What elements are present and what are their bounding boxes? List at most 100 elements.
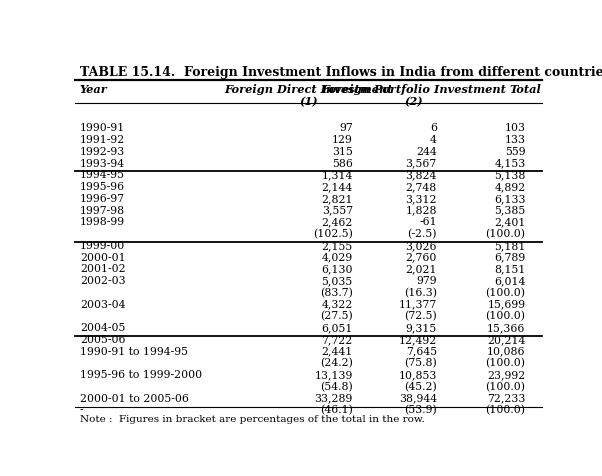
Text: 5,138: 5,138 (494, 170, 526, 180)
Text: 33,289: 33,289 (314, 393, 353, 403)
Text: (24.2): (24.2) (320, 357, 353, 368)
Text: (100.0): (100.0) (485, 288, 526, 298)
Text: 1996-97: 1996-97 (80, 193, 125, 203)
Text: 4,322: 4,322 (321, 299, 353, 309)
Text: 1990-91 to 1994-95: 1990-91 to 1994-95 (80, 346, 188, 356)
Text: TABLE 15.14.  Foreign Investment Inflows in India from different countries: TABLE 15.14. Foreign Investment Inflows … (80, 66, 602, 79)
Text: 1992-93: 1992-93 (80, 147, 125, 157)
Text: 1995-96 to 1999-2000: 1995-96 to 1999-2000 (80, 369, 202, 379)
Text: 6,130: 6,130 (321, 264, 353, 274)
Text: 244: 244 (416, 147, 437, 157)
Text: (72.5): (72.5) (404, 311, 437, 321)
Text: 2,021: 2,021 (405, 264, 437, 274)
Text: 7,645: 7,645 (406, 346, 437, 356)
Text: 2,462: 2,462 (321, 217, 353, 227)
Text: 8,151: 8,151 (494, 264, 526, 274)
Text: 6,789: 6,789 (494, 252, 526, 262)
Text: 5,385: 5,385 (494, 205, 526, 215)
Text: 4: 4 (430, 135, 437, 145)
Text: 2003-04: 2003-04 (80, 299, 125, 309)
Text: 2002-03: 2002-03 (80, 276, 126, 286)
Text: Foreign Direct Investment
(1): Foreign Direct Investment (1) (225, 83, 393, 107)
Text: (100.0): (100.0) (485, 381, 526, 391)
Text: (102.5): (102.5) (313, 228, 353, 239)
Text: 103: 103 (504, 123, 526, 133)
Text: Year: Year (80, 83, 108, 95)
Text: 3,557: 3,557 (321, 205, 353, 215)
Text: 6,014: 6,014 (494, 276, 526, 286)
Text: 2,144: 2,144 (321, 182, 353, 192)
Text: 2004-05: 2004-05 (80, 322, 125, 332)
Text: (100.0): (100.0) (485, 228, 526, 239)
Text: 20,214: 20,214 (487, 334, 526, 344)
Text: 11,377: 11,377 (399, 299, 437, 309)
Text: 1994-95: 1994-95 (80, 170, 125, 180)
Text: 7,722: 7,722 (321, 334, 353, 344)
Text: 9,315: 9,315 (406, 322, 437, 332)
Text: 1990-91: 1990-91 (80, 123, 125, 133)
Text: 10,086: 10,086 (487, 346, 526, 356)
Text: Foreign Portfolio Investment
(2): Foreign Portfolio Investment (2) (321, 83, 506, 107)
Text: 4,892: 4,892 (494, 182, 526, 192)
Text: 3,824: 3,824 (406, 170, 437, 180)
Text: 2,748: 2,748 (406, 182, 437, 192)
Text: (75.8): (75.8) (404, 357, 437, 368)
Text: 10,853: 10,853 (399, 369, 437, 379)
Text: 4,029: 4,029 (321, 252, 353, 262)
Text: 1997-98: 1997-98 (80, 205, 125, 215)
Text: 2000-01 to 2005-06: 2000-01 to 2005-06 (80, 393, 189, 403)
Text: (53.9): (53.9) (404, 405, 437, 415)
Text: 2000-01: 2000-01 (80, 252, 126, 262)
Text: Note :  Figures in bracket are percentages of the total in the row.: Note : Figures in bracket are percentage… (80, 414, 424, 423)
Text: (46.1): (46.1) (320, 405, 353, 415)
Text: 2,760: 2,760 (406, 252, 437, 262)
Text: 1,828: 1,828 (405, 205, 437, 215)
Text: (45.2): (45.2) (404, 381, 437, 391)
Text: 4,153: 4,153 (494, 159, 526, 168)
Text: (100.0): (100.0) (485, 405, 526, 415)
Text: 2,401: 2,401 (494, 217, 526, 227)
Text: 133: 133 (504, 135, 526, 145)
Text: 6: 6 (430, 123, 437, 133)
Text: 6,051: 6,051 (321, 322, 353, 332)
Text: 97: 97 (339, 123, 353, 133)
Text: (100.0): (100.0) (485, 311, 526, 321)
Text: (83.7): (83.7) (320, 288, 353, 298)
Text: 3,026: 3,026 (405, 240, 437, 250)
Text: 2001-02: 2001-02 (80, 264, 126, 274)
Text: 15,366: 15,366 (487, 322, 526, 332)
Text: 15,699: 15,699 (488, 299, 526, 309)
Text: 1999-00: 1999-00 (80, 240, 125, 250)
Text: 586: 586 (332, 159, 353, 168)
Text: 129: 129 (332, 135, 353, 145)
Text: (100.0): (100.0) (485, 357, 526, 368)
Text: (-2.5): (-2.5) (408, 228, 437, 239)
Text: 72,233: 72,233 (487, 393, 526, 403)
Text: -: - (80, 405, 84, 415)
Text: 38,944: 38,944 (399, 393, 437, 403)
Text: 3,567: 3,567 (406, 159, 437, 168)
Text: 559: 559 (505, 147, 526, 157)
Text: 13,139: 13,139 (314, 369, 353, 379)
Text: 2,155: 2,155 (321, 240, 353, 250)
Text: 5,181: 5,181 (494, 240, 526, 250)
Text: 23,992: 23,992 (487, 369, 526, 379)
Text: 1998-99: 1998-99 (80, 217, 125, 227)
Text: 315: 315 (332, 147, 353, 157)
Text: 979: 979 (416, 276, 437, 286)
Text: 5,035: 5,035 (321, 276, 353, 286)
Text: (54.8): (54.8) (320, 381, 353, 391)
Text: 1,314: 1,314 (321, 170, 353, 180)
Text: 2005-06: 2005-06 (80, 334, 125, 344)
Text: 1991-92: 1991-92 (80, 135, 125, 145)
Text: 6,133: 6,133 (494, 193, 526, 203)
Text: (16.3): (16.3) (404, 288, 437, 298)
Text: 2,821: 2,821 (321, 193, 353, 203)
Text: (27.5): (27.5) (320, 311, 353, 321)
Text: 1995-96: 1995-96 (80, 182, 125, 192)
Text: 1993-94: 1993-94 (80, 159, 125, 168)
Text: -61: -61 (419, 217, 437, 227)
Text: 12,492: 12,492 (399, 334, 437, 344)
Text: 3,312: 3,312 (405, 193, 437, 203)
Text: Total: Total (509, 83, 541, 95)
